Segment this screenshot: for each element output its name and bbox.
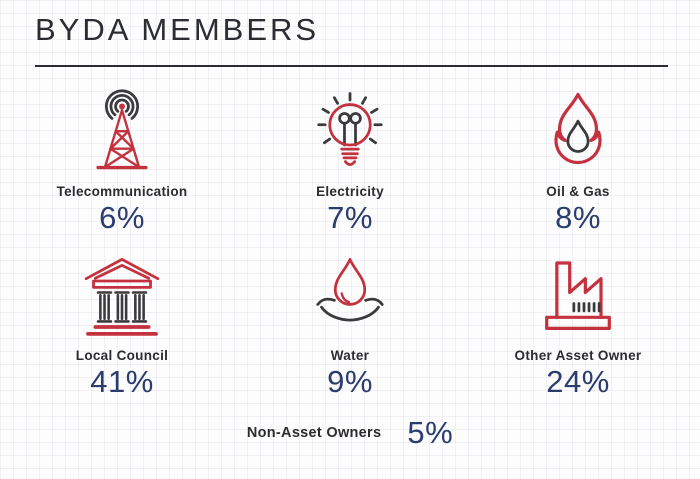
category-value: 41% [90, 364, 154, 399]
category-other-asset-owner: Other Asset Owner 24% [464, 244, 692, 402]
category-label: Local Council [75, 348, 169, 363]
members-grid: Telecommunication 6% [8, 80, 692, 402]
category-value: 9% [327, 364, 373, 399]
page-title: BYDA MEMBERS [35, 12, 320, 47]
category-label: Oil & Gas [546, 184, 610, 199]
category-oil-gas: Oil & Gas 8% [464, 80, 692, 238]
bank-building-icon [76, 244, 168, 344]
water-drop-icon [304, 244, 396, 344]
category-label: Telecommunication [56, 184, 188, 199]
flame-icon [532, 80, 624, 180]
category-label: Electricity [316, 184, 384, 199]
category-telecommunication: Telecommunication 6% [8, 80, 236, 238]
category-electricity: Electricity 7% [236, 80, 464, 238]
category-value: 8% [555, 200, 601, 235]
non-asset-owners-row: Non-Asset Owners 5% [0, 415, 700, 451]
category-label: Water [330, 348, 370, 363]
category-label: Non-Asset Owners [246, 425, 382, 441]
category-local-council: Local Council 41% [8, 244, 236, 402]
category-value: 5% [407, 415, 454, 450]
category-value: 6% [99, 200, 145, 235]
category-water: Water 9% [236, 244, 464, 402]
category-value: 24% [546, 364, 610, 399]
title-underline [35, 65, 668, 67]
lightbulb-icon [304, 80, 396, 180]
category-value: 7% [327, 200, 373, 235]
radio-tower-icon [76, 80, 168, 180]
factory-icon [532, 244, 624, 344]
category-label: Other Asset Owner [514, 348, 642, 363]
